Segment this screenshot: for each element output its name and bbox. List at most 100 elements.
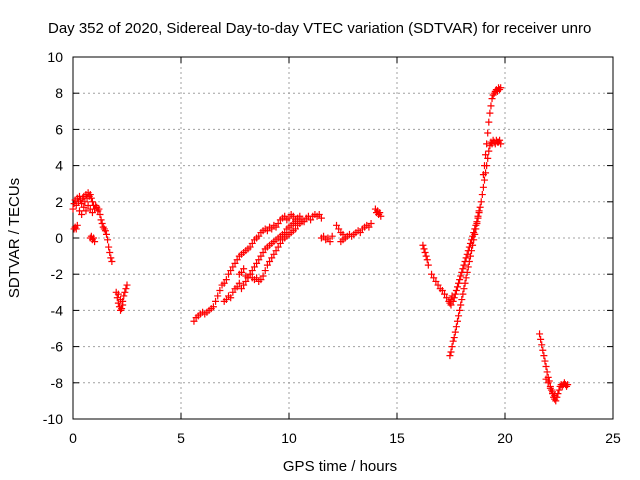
x-tick-label: 25: [605, 430, 621, 446]
data-point: [461, 279, 469, 287]
data-point: [296, 212, 304, 220]
x-tick-label: 0: [69, 430, 77, 446]
data-point: [98, 220, 106, 228]
data-point: [119, 301, 127, 309]
data-point: [453, 283, 461, 291]
data-point: [457, 301, 465, 309]
data-point: [289, 212, 297, 220]
data-point: [470, 229, 478, 237]
data-point: [460, 285, 468, 293]
x-tick-labels: 0 5 10 15 20 25: [69, 430, 621, 446]
data-point: [367, 220, 375, 228]
data-series: [190, 205, 385, 325]
data-point: [113, 294, 121, 302]
data-point: [274, 243, 282, 251]
y-tick-label: 0: [55, 230, 63, 246]
data-point: [326, 238, 334, 246]
data-point: [457, 272, 465, 280]
data-point: [421, 248, 429, 256]
y-tick-label: 10: [47, 49, 63, 65]
data-point: [552, 397, 560, 405]
data-point: [237, 268, 245, 276]
chart-title: Day 352 of 2020, Sidereal Day-to-day VTE…: [48, 20, 591, 37]
data-point: [430, 274, 438, 282]
data-point: [268, 225, 276, 233]
data-point: [324, 234, 332, 242]
data-point: [451, 290, 459, 298]
data-point: [240, 281, 248, 289]
data-point: [209, 303, 217, 311]
data-point: [449, 337, 457, 345]
y-tick-label: 4: [55, 158, 63, 174]
data-point: [469, 232, 477, 240]
data-point: [539, 346, 547, 354]
data-point: [121, 288, 129, 296]
data-point: [356, 229, 364, 237]
data-point: [377, 212, 385, 220]
data-point: [542, 375, 550, 383]
data-point: [90, 234, 98, 242]
data-point: [225, 270, 233, 278]
data-point: [459, 290, 467, 298]
data-point: [86, 191, 94, 199]
data-point: [73, 221, 81, 229]
data-series: [536, 330, 572, 405]
y-tick-labels: -10 -8 -6 -4 -2 0 2 4 6 8 10: [43, 49, 63, 427]
data-point: [214, 292, 222, 300]
data-point: [446, 299, 454, 307]
data-point: [464, 247, 472, 255]
data-point: [270, 250, 278, 258]
data-point: [545, 377, 553, 385]
data-point: [246, 270, 254, 278]
data-point: [253, 259, 261, 267]
data-point: [458, 296, 466, 304]
data-point: [333, 221, 341, 229]
data-point: [446, 352, 454, 360]
data-point: [488, 95, 496, 103]
data-point: [101, 227, 109, 235]
data-point: [263, 227, 271, 235]
data-point: [222, 296, 230, 304]
data-point: [72, 201, 80, 209]
data-point: [216, 286, 224, 294]
data-point: [250, 263, 258, 271]
data-point: [81, 198, 89, 206]
data-point: [485, 118, 493, 126]
data-point: [484, 129, 492, 137]
data-point: [240, 265, 248, 273]
data-point: [428, 270, 436, 278]
data-point: [542, 363, 550, 371]
data-point: [233, 283, 241, 291]
data-point: [447, 348, 455, 356]
data-point: [538, 341, 546, 349]
data-point: [78, 210, 86, 218]
data-point: [88, 209, 96, 217]
data-point: [484, 154, 492, 162]
data-point: [540, 352, 548, 360]
y-tick-label: 8: [55, 85, 63, 101]
data-point: [477, 198, 485, 206]
data-point: [475, 209, 483, 217]
data-point: [320, 232, 328, 240]
data-point: [496, 136, 504, 144]
data-point: [104, 236, 112, 244]
data-point: [229, 288, 237, 296]
data-point: [479, 171, 487, 179]
data-point: [87, 194, 95, 202]
data-point: [456, 276, 464, 284]
data-point: [464, 263, 472, 271]
data-point: [443, 294, 451, 302]
x-axis-label: GPS time / hours: [283, 458, 397, 475]
data-point: [483, 140, 491, 148]
y-tick-label: 6: [55, 121, 63, 137]
data-point: [102, 230, 110, 238]
data-point: [547, 386, 555, 394]
data-point: [452, 286, 460, 294]
data-point: [376, 209, 384, 217]
data-point: [114, 290, 122, 298]
data-point: [452, 323, 460, 331]
data-point: [259, 272, 267, 280]
data-point: [72, 225, 80, 233]
data-point: [456, 306, 464, 314]
data-point: [462, 274, 470, 282]
